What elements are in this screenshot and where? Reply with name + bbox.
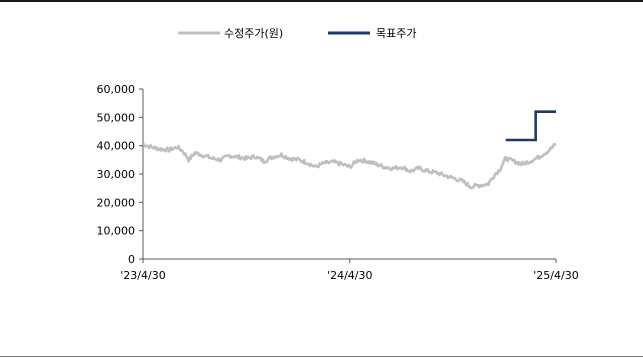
x-tick-label: '24/4/30 [327,269,372,282]
series-layer [142,110,557,190]
y-tick-label: 0 [128,253,135,266]
legend: 수정주가(원) 목표주가 [178,27,416,40]
y-tick-label: 20,000 [97,196,136,209]
bottom-rule [0,356,643,357]
y-tick-label: 40,000 [97,140,136,153]
y-tick-label: 50,000 [97,111,136,124]
series-line-adjusted-price [142,142,557,190]
legend-label-adjusted-price: 수정주가(원) [224,27,283,40]
y-tick-label: 10,000 [97,225,136,238]
series-line-target-price [505,110,556,142]
top-rule [0,0,643,2]
y-tick-label: 30,000 [97,168,136,181]
x-tick-label: '23/4/30 [120,269,165,282]
x-tick-label: '25/4/30 [533,269,578,282]
y-tick-label: 60,000 [97,83,136,96]
legend-label-target-price: 목표주가 [376,27,416,40]
axes: 0 10,000 20,000 30,000 40,000 50,000 60,000 '23… [97,83,579,282]
